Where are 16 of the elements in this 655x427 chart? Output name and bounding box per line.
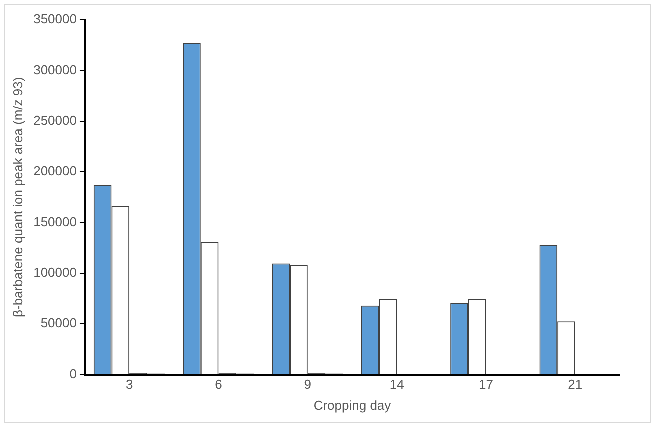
y-tick-label: 50000 [40, 316, 77, 331]
x-tick-label: 6 [215, 377, 222, 392]
y-tick-label: 0 [70, 366, 77, 382]
y-tick-label: 100000 [34, 265, 77, 280]
y-tick-label: 200000 [34, 164, 77, 179]
y-tick-label: 350000 [34, 12, 77, 27]
x-tick-label: 3 [126, 377, 134, 392]
x-axis-title: Cropping day [314, 398, 392, 413]
x-tick-label: 17 [479, 377, 494, 392]
y-tick-label: 300000 [34, 62, 77, 78]
y-axis-title: β-barbatene quant ion peak area (m/z 93) [10, 77, 26, 318]
x-tick-label: 14 [390, 377, 404, 392]
y-tick-label: 150000 [34, 214, 77, 230]
x-tick-label: 9 [304, 377, 312, 392]
x-tick-label: 21 [568, 377, 583, 392]
y-tick-label: 250000 [34, 112, 77, 128]
